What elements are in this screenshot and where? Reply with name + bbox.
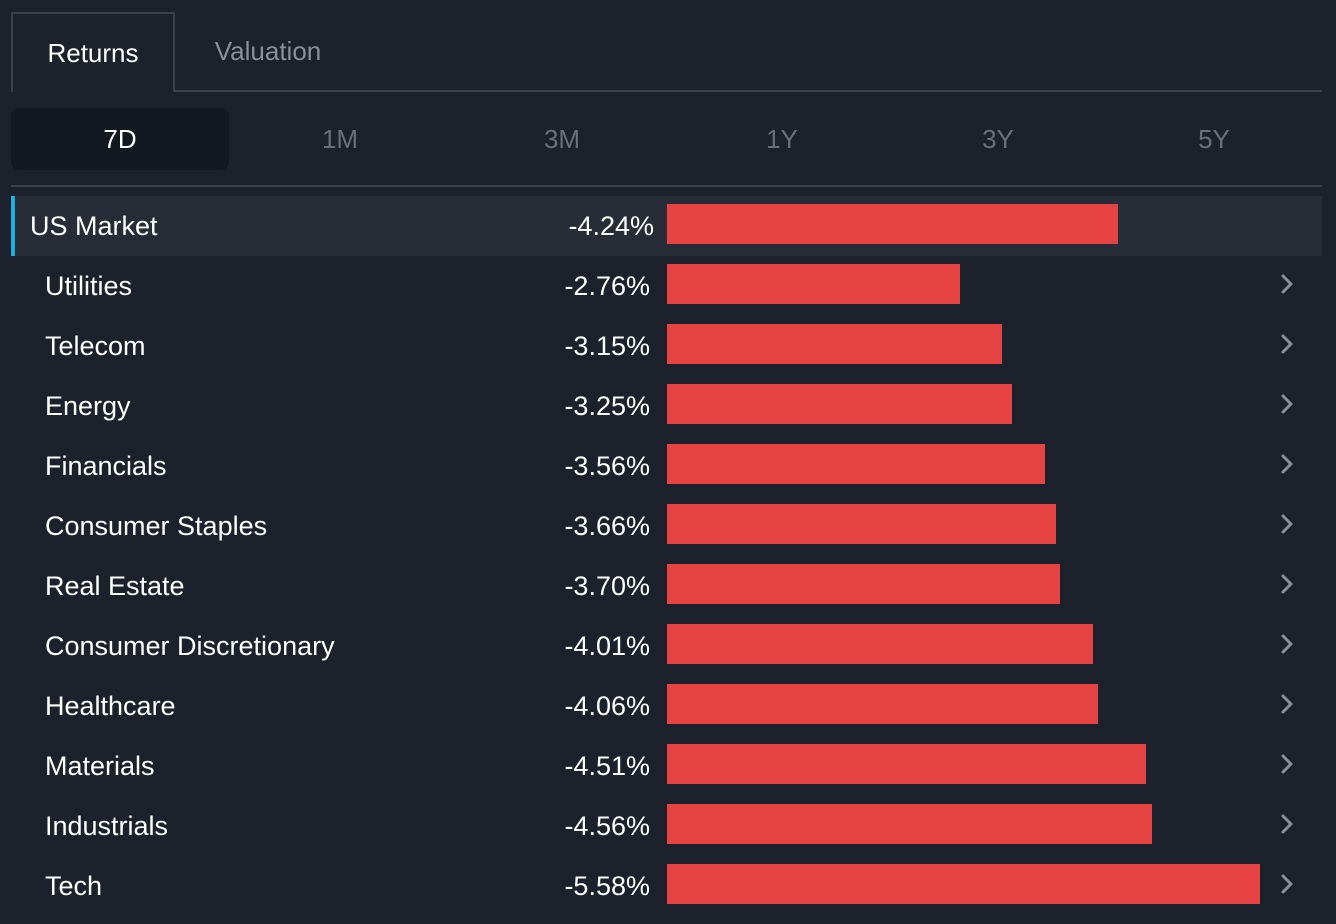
return-value: -3.25% (564, 391, 650, 421)
period-5y-button[interactable]: 5Y (1198, 123, 1230, 154)
return-bar (667, 324, 1002, 364)
sector-row[interactable]: Telecom -3.15% (11, 316, 1322, 376)
return-value: -4.01% (564, 631, 650, 661)
chevron-right-icon[interactable] (1275, 332, 1299, 356)
sector-name: Utilities (45, 271, 133, 301)
sector-name: Healthcare (45, 691, 176, 721)
chevron-right-icon[interactable] (1275, 752, 1299, 776)
sector-row[interactable]: Healthcare -4.06% (11, 676, 1322, 736)
return-bar (667, 264, 960, 304)
chevron-right-icon[interactable] (1275, 572, 1299, 596)
return-bar (667, 744, 1146, 784)
return-bar (667, 204, 1118, 244)
period-7d-button[interactable]: 7D (11, 108, 229, 170)
sector-row[interactable]: Utilities -2.76% (11, 256, 1322, 316)
sector-name: Industrials (45, 811, 169, 841)
return-value: -4.51% (564, 751, 650, 781)
sector-row[interactable]: Industrials -4.56% (11, 796, 1322, 856)
return-bar (667, 564, 1060, 604)
return-value: -3.70% (564, 571, 650, 601)
period-1y-button[interactable]: 1Y (766, 123, 798, 154)
sector-name: Materials (45, 751, 155, 781)
sector-row[interactable]: Consumer Staples -3.66% (11, 496, 1322, 556)
return-bar (667, 804, 1152, 844)
chevron-right-icon[interactable] (1275, 272, 1299, 296)
tab-returns[interactable]: Returns (11, 12, 175, 92)
sector-row[interactable]: Real Estate -3.70% (11, 556, 1322, 616)
sector-name: Tech (45, 871, 103, 901)
return-value: -2.76% (564, 271, 650, 301)
return-bar (667, 504, 1056, 544)
sector-row[interactable]: Consumer Discretionary -4.01% (11, 616, 1322, 676)
return-value: -4.06% (564, 691, 650, 721)
return-bar (667, 624, 1093, 664)
sector-name: Energy (45, 391, 131, 421)
sector-name: Consumer Staples (45, 511, 268, 541)
sector-name: Real Estate (45, 571, 185, 601)
sector-name: Telecom (45, 331, 146, 361)
return-value: -4.24% (568, 211, 654, 241)
divider (11, 185, 1322, 187)
return-value: -4.56% (564, 811, 650, 841)
market-row: US Market -4.24% (11, 196, 1322, 256)
chevron-right-icon[interactable] (1275, 452, 1299, 476)
period-1m-button[interactable]: 1M (321, 123, 359, 154)
sector-name: Financials (45, 451, 167, 481)
period-3y-button[interactable]: 3Y (982, 123, 1014, 154)
sector-row[interactable]: Financials -3.56% (11, 436, 1322, 496)
return-value: -5.58% (564, 871, 650, 901)
chevron-right-icon[interactable] (1275, 512, 1299, 536)
sector-row[interactable]: Energy -3.25% (11, 376, 1322, 436)
sector-row[interactable]: Tech -5.58% (11, 856, 1322, 916)
chevron-right-icon[interactable] (1275, 632, 1299, 656)
return-value: -3.56% (564, 451, 650, 481)
period-3m-button[interactable]: 3M (543, 123, 581, 154)
period-selector: 7D 1M 3M 1Y 3Y 5Y (11, 108, 1322, 170)
sector-row[interactable]: Materials -4.51% (11, 736, 1322, 796)
return-value: -3.66% (564, 511, 650, 541)
chevron-right-icon[interactable] (1275, 392, 1299, 416)
return-bar (667, 444, 1045, 484)
chevron-right-icon[interactable] (1275, 872, 1299, 896)
chevron-right-icon[interactable] (1275, 692, 1299, 716)
return-bar (667, 684, 1098, 724)
return-bar (667, 384, 1012, 424)
return-value: -3.15% (564, 331, 650, 361)
tab-valuation[interactable]: Valuation (214, 35, 322, 66)
sector-name: Consumer Discretionary (45, 631, 335, 661)
chevron-right-icon[interactable] (1275, 812, 1299, 836)
view-tabs: Returns Valuation (11, 12, 1322, 92)
return-bar (667, 864, 1260, 904)
sector-name: US Market (30, 211, 158, 241)
